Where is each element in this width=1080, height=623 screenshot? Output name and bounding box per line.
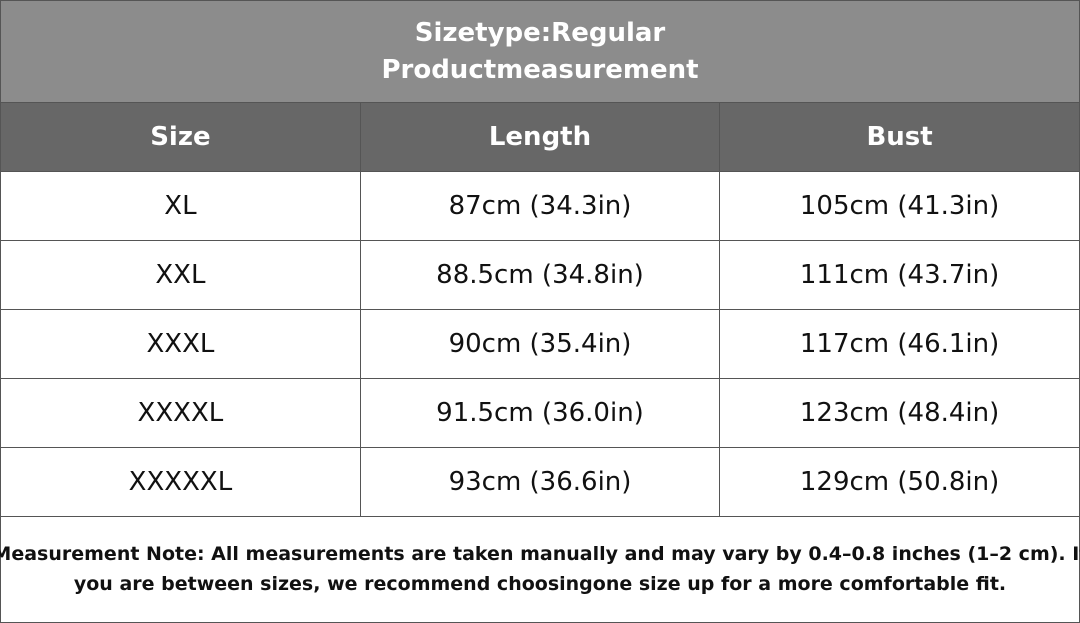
row: XXL 88.5cm (34.8in) 111cm (43.7in) [1,240,1079,310]
row: XXXL 90cm (35.4in) 117cm (46.1in) [1,309,1079,379]
title-line: Sizetype:Regular [414,17,666,48]
column-header: Bust [719,103,1079,172]
row: XXXXL 91.5cm (36.0in) 123cm (48.4in) [1,378,1079,448]
title-band: Sizetype:Regular Productmeasurement [1,1,1079,103]
cell: 123cm (48.4in) [719,378,1079,448]
cell: 129cm (50.8in) [719,447,1079,517]
cell: 93cm (36.6in) [359,447,721,517]
note-line: you are between sizes, we recommend choo… [73,573,1007,595]
cell: 91.5cm (36.0in) [359,378,721,448]
column-header: Size [1,103,361,172]
cell: 88.5cm (34.8in) [359,240,721,310]
column-header: Length [359,103,721,172]
cell: 117cm (46.1in) [719,309,1079,379]
cell: XXXL [1,309,361,379]
cell: 87cm (34.3in) [359,171,721,241]
row: XXXXXL 93cm (36.6in) 129cm (50.8in) [1,447,1079,517]
note-line: Measurement Note: All measurements are t… [0,543,1080,565]
header-row: Size Length Bust [1,103,1079,172]
note: Measurement Note: All measurements are t… [0,517,1080,621]
title-line: Productmeasurement [381,54,699,85]
cell: XXXXXL [1,447,361,517]
row: XL 87cm (34.3in) 105cm (41.3in) [1,171,1079,241]
cell: 105cm (41.3in) [719,171,1079,241]
cell: XXL [1,240,361,310]
cell: XL [1,171,361,241]
cell: XXXXL [1,378,361,448]
size-table: Size Length Bust XL 87cm (34.3in) 105cm (41.… [1,103,1079,517]
cell: 111cm (43.7in) [719,240,1079,310]
cell: 90cm (35.4in) [359,309,721,379]
